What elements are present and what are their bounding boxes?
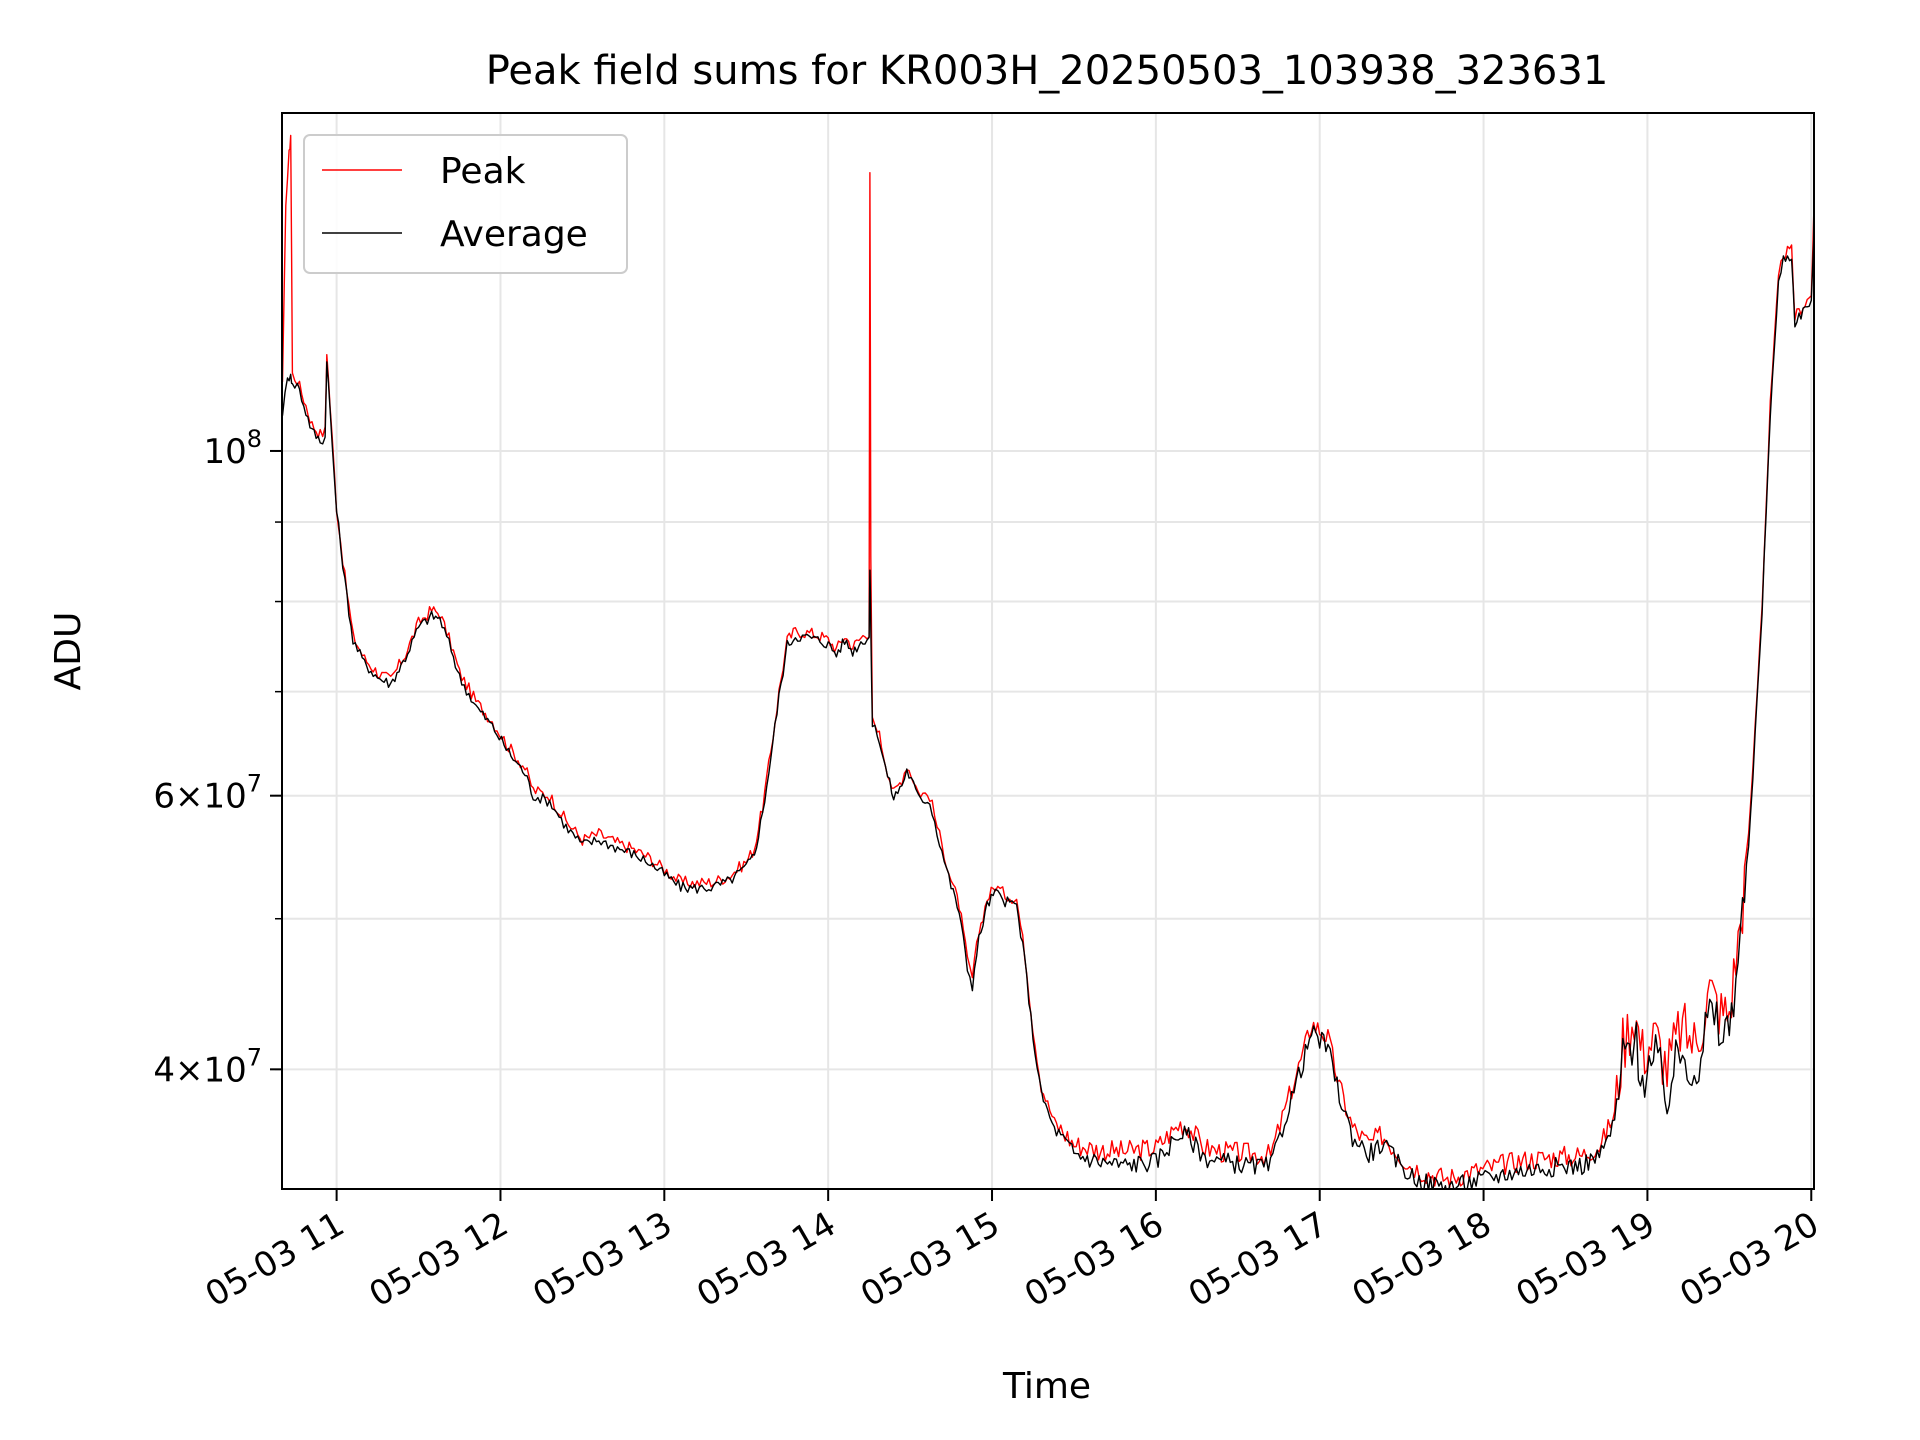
- y-axis-label: ADU: [48, 612, 89, 691]
- y-tick-label: 108: [203, 425, 262, 472]
- y-tick-label: 4×107: [153, 1043, 262, 1090]
- y-tick-label: 6×107: [153, 770, 262, 817]
- series-line-average: [282, 214, 1814, 1189]
- chart-title: Peak field sums for KR003H_20250503_1039…: [486, 48, 1609, 94]
- grid-layer: [282, 113, 1814, 1189]
- y-axis: 4×107 6×107 108: [153, 425, 282, 1090]
- x-axis-label: Time: [1002, 1366, 1091, 1407]
- series-layer: [282, 134, 1814, 1189]
- legend-label-peak: Peak: [440, 151, 526, 192]
- legend-label-average: Average: [440, 214, 588, 255]
- plot-area: [282, 134, 1814, 1189]
- legend: Peak Average: [303, 134, 628, 274]
- plot-frame: [281, 112, 1815, 1190]
